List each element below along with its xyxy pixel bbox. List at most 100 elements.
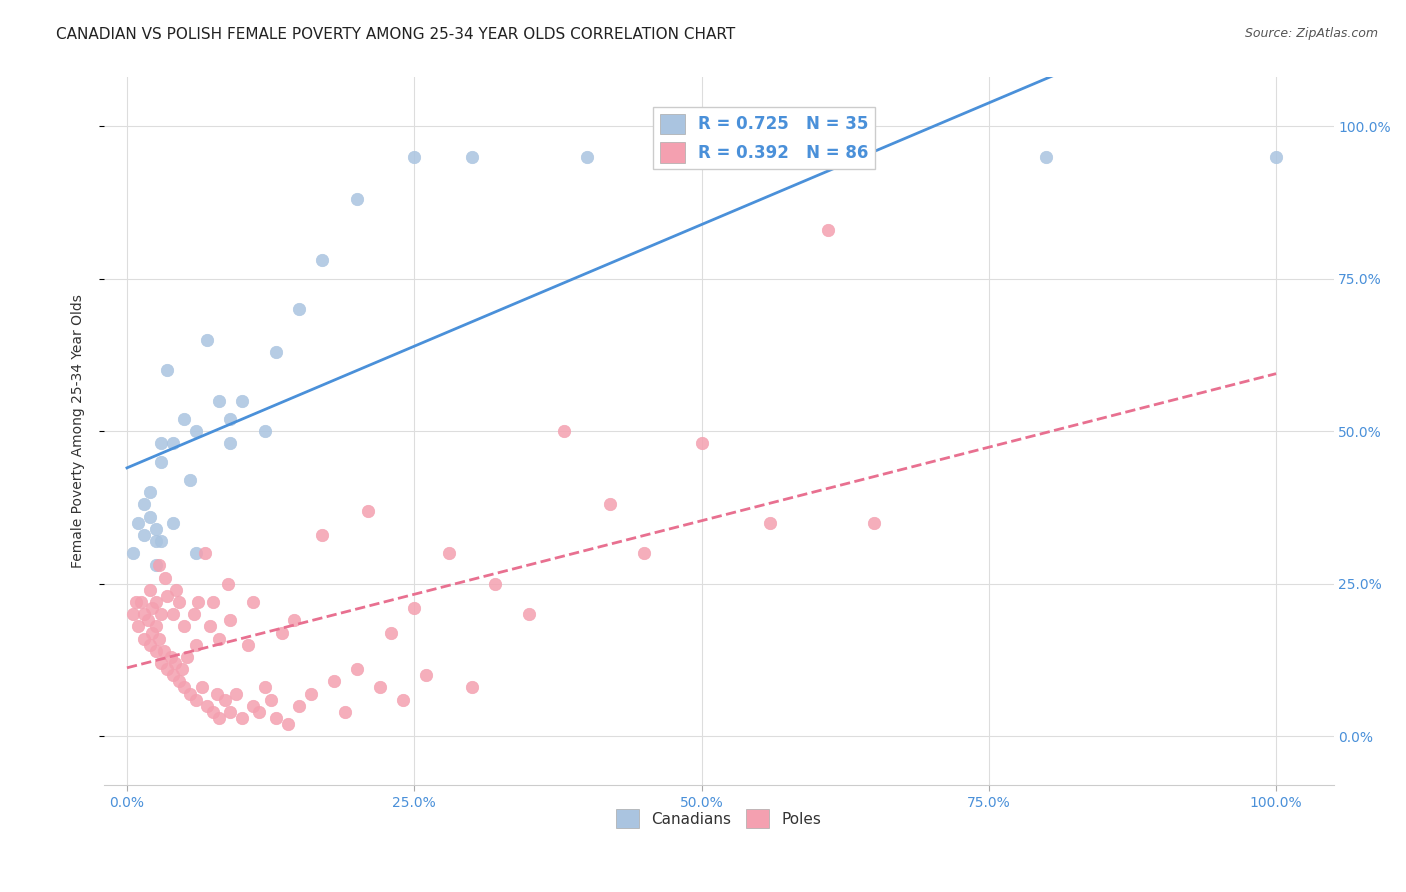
Point [553, 424, 575, 438]
Point [145, 522, 167, 536]
Point [225, 687, 247, 701]
Point [460, 150, 482, 164]
Point [127, 516, 149, 530]
Point [165, 656, 187, 670]
Point [152, 644, 174, 658]
Text: Source: ZipAtlas.com: Source: ZipAtlas.com [1244, 27, 1378, 40]
Point [197, 698, 219, 713]
Text: CANADIAN VS POLISH FEMALE POVERTY AMONG 25-34 YEAR OLDS CORRELATION CHART: CANADIAN VS POLISH FEMALE POVERTY AMONG … [56, 27, 735, 42]
Point [863, 516, 886, 530]
Point [150, 436, 173, 450]
Point [253, 681, 276, 695]
Point [150, 656, 173, 670]
Point [162, 516, 184, 530]
Legend: Canadians, Poles: Canadians, Poles [610, 803, 828, 834]
Point [141, 625, 163, 640]
Point [391, 692, 413, 706]
Point [208, 393, 231, 408]
Point [190, 681, 212, 695]
Point [283, 613, 305, 627]
Point [633, 546, 655, 560]
Point [129, 595, 152, 609]
Point [437, 546, 460, 560]
Point [217, 576, 239, 591]
Point [153, 571, 176, 585]
Point [759, 516, 782, 530]
Point [159, 650, 181, 665]
Point [184, 692, 207, 706]
Point [202, 595, 225, 609]
Point [346, 193, 368, 207]
Point [208, 632, 231, 646]
Point [219, 412, 242, 426]
Point [136, 613, 159, 627]
Point [690, 150, 713, 164]
Point [484, 576, 506, 591]
Point [253, 424, 276, 438]
Point [121, 607, 143, 622]
Point [150, 455, 173, 469]
Point [162, 436, 184, 450]
Point [145, 619, 167, 633]
Point [148, 558, 170, 573]
Point [173, 412, 195, 426]
Point [156, 589, 179, 603]
Point [179, 473, 201, 487]
Point [404, 150, 426, 164]
Point [179, 687, 201, 701]
Point [1265, 150, 1288, 164]
Point [150, 607, 173, 622]
Point [690, 436, 713, 450]
Point [184, 546, 207, 560]
Point [141, 601, 163, 615]
Point [145, 595, 167, 609]
Point [194, 546, 217, 560]
Point [404, 601, 426, 615]
Point [460, 681, 482, 695]
Point [176, 650, 198, 665]
Point [183, 607, 205, 622]
Point [134, 528, 156, 542]
Point [134, 632, 156, 646]
Point [266, 345, 288, 359]
Point [242, 595, 264, 609]
Point [271, 625, 294, 640]
Point [145, 534, 167, 549]
Point [266, 711, 288, 725]
Point [150, 534, 173, 549]
Point [167, 595, 190, 609]
Point [173, 681, 195, 695]
Point [288, 698, 311, 713]
Point [162, 668, 184, 682]
Point [415, 668, 437, 682]
Point [259, 692, 281, 706]
Point [145, 558, 167, 573]
Point [139, 485, 162, 500]
Point [198, 619, 221, 633]
Point [162, 607, 184, 622]
Point [1035, 150, 1057, 164]
Point [335, 705, 357, 719]
Point [346, 662, 368, 676]
Point [173, 619, 195, 633]
Point [311, 253, 333, 268]
Point [139, 638, 162, 652]
Point [134, 607, 156, 622]
Y-axis label: Female Poverty Among 25-34 Year Olds: Female Poverty Among 25-34 Year Olds [72, 294, 86, 568]
Point [127, 619, 149, 633]
Point [311, 528, 333, 542]
Point [817, 223, 839, 237]
Point [357, 503, 380, 517]
Point [247, 705, 270, 719]
Point [231, 711, 253, 725]
Point [165, 582, 187, 597]
Point [125, 595, 148, 609]
Point [184, 638, 207, 652]
Point [167, 674, 190, 689]
Point [156, 662, 179, 676]
Point [599, 498, 621, 512]
Point [134, 498, 156, 512]
Point [517, 607, 540, 622]
Point [277, 717, 299, 731]
Point [231, 393, 253, 408]
